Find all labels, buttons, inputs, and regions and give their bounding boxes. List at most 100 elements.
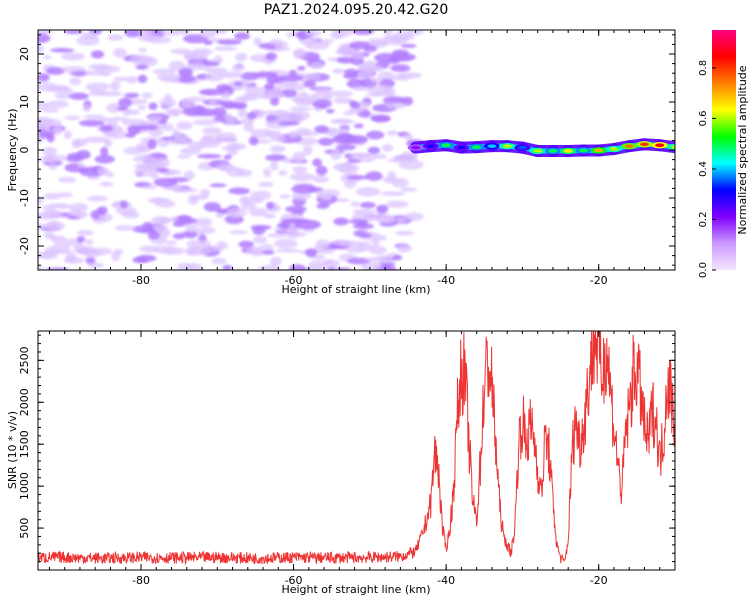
spectrogram-noise-cell xyxy=(185,263,203,273)
spectrogram-noise-cell xyxy=(336,144,356,150)
spectrogram-noise-cell xyxy=(33,224,50,229)
spectrogram-noise-cell xyxy=(77,230,94,236)
spectrogram-noise-cell xyxy=(83,249,102,257)
spectrogram-noise-cell xyxy=(278,170,287,176)
spectrogram-noise-cell xyxy=(313,175,330,182)
spectrogram-noise-cell xyxy=(49,221,61,227)
spectrogram-noise-cell xyxy=(315,239,329,249)
spectrogram-noise-cell xyxy=(53,125,63,135)
spectrogram-noise-cell xyxy=(375,255,393,263)
spectrogram-noise-cell xyxy=(225,115,236,124)
colorbar-tick-label: 0.0 xyxy=(698,262,709,278)
spectrogram-noise-cell xyxy=(390,64,410,72)
spectrogram-noise-cell xyxy=(35,102,50,110)
spectrogram-noise-cell xyxy=(186,240,211,249)
spectrogram-noise-cell xyxy=(370,78,382,82)
colorbar-tick-label: 0.2 xyxy=(698,212,709,228)
x-tick-label: -40 xyxy=(437,574,455,587)
spectrogram-noise-cell xyxy=(222,137,238,143)
spectrogram-noise-cell xyxy=(76,168,90,172)
spectrogram-noise-cell xyxy=(232,64,245,71)
spectrogram-noise-cell xyxy=(151,216,171,225)
x-tick-label: -80 xyxy=(132,574,150,587)
spectrogram-noise-cell xyxy=(278,121,301,125)
spectrogram-noise-cell xyxy=(138,259,149,264)
spectrogram-noise-cell xyxy=(75,211,88,218)
spectrogram-noise-cell xyxy=(293,152,306,162)
spectrogram-noise-cell xyxy=(292,166,307,173)
spectrogram-noise-cell xyxy=(217,39,242,45)
spectrogram-noise-cell xyxy=(389,56,412,61)
spectrogram-noise-cell xyxy=(333,218,349,226)
spectrogram-noise-cell xyxy=(128,125,141,135)
spectrogram-noise-cell xyxy=(107,118,118,127)
spectrogram-noise-cell xyxy=(114,77,128,82)
spectrogram-noise-cell xyxy=(124,93,139,98)
spectrogram-noise-cell xyxy=(349,41,370,49)
spectrogram-noise-cell xyxy=(97,206,108,214)
spectrogram-noise-cell xyxy=(85,239,94,245)
spectrogram-noise-cell xyxy=(197,154,222,159)
spectrogram-noise-cell xyxy=(64,131,72,140)
spectrogram-noise-cell xyxy=(316,166,328,176)
spectrogram-y-label: Frequency (Hz) xyxy=(6,109,19,192)
spectrogram-noise-cell xyxy=(397,217,405,224)
spectrogram-noise-cell xyxy=(110,81,120,90)
spectrogram-noise-cell xyxy=(336,133,354,141)
spectrogram-noise-cell xyxy=(199,89,224,96)
spectrogram-noise-cell xyxy=(238,109,247,118)
spectrogram-noise-cell xyxy=(382,144,394,152)
spectrogram-noise-cell xyxy=(188,196,198,205)
signal-peak xyxy=(548,149,557,153)
y-tick-label: -10 xyxy=(18,189,31,207)
spectrogram-noise-cell xyxy=(360,202,376,208)
spectrogram-noise-cell xyxy=(378,235,386,240)
spectrogram-noise-cell xyxy=(114,249,124,256)
spectrogram-noise-cell xyxy=(173,188,199,193)
spectrogram-noise-cell xyxy=(353,223,374,229)
spectrogram-noise-cell xyxy=(64,116,80,121)
spectrogram-noise-cell xyxy=(43,55,52,59)
spectrogram-noise-cell xyxy=(245,86,266,95)
spectrogram-noise-cell xyxy=(198,226,215,233)
spectrogram-noise-cell xyxy=(337,50,349,54)
spectrogram-noise-cell xyxy=(66,156,83,163)
spectrogram-noise-cell xyxy=(250,191,271,200)
spectrogram-noise-cell xyxy=(304,80,316,87)
spectrogram-noise-cell xyxy=(356,187,381,196)
y-tick-label: 10 xyxy=(18,95,31,109)
spectrogram-noise-cell xyxy=(265,53,277,61)
y-tick-label: 500 xyxy=(18,518,31,539)
spectrogram-noise-cell xyxy=(332,69,344,74)
spectrogram-noise-cell xyxy=(369,246,387,255)
spectrogram-noise-cell xyxy=(114,225,135,231)
spectrogram-noise-cell xyxy=(229,230,248,234)
spectrogram-noise-cell xyxy=(43,232,54,238)
spectrogram-noise-cell xyxy=(100,125,113,132)
colorbar-label: Normalized spectral amplitude xyxy=(736,65,749,234)
spectrogram-noise-cell xyxy=(169,61,185,71)
spectrogram-noise-cell xyxy=(42,147,57,156)
spectrogram-noise-cell xyxy=(234,82,242,86)
spectrogram-noise-cell xyxy=(204,40,213,45)
spectrogram-noise-cell xyxy=(289,264,306,273)
signal-peak xyxy=(518,146,527,150)
spectrogram-noise-cell xyxy=(42,210,63,219)
signal-peak xyxy=(609,147,618,151)
x-tick-label: -20 xyxy=(590,574,608,587)
spectrogram-noise-cell xyxy=(214,46,237,51)
spectrogram-noise-cell xyxy=(152,158,170,168)
spectrogram-noise-cell xyxy=(200,189,210,198)
y-tick-label: 2500 xyxy=(18,346,31,374)
spectrogram-noise-cell xyxy=(91,50,104,58)
spectrogram-noise-cell xyxy=(148,102,157,110)
spectrogram-noise-cell xyxy=(204,202,221,212)
spectrogram-noise-cell xyxy=(263,168,271,177)
spectrogram-noise-cell xyxy=(371,115,391,123)
spectrogram-noise-cell xyxy=(386,201,408,208)
spectrogram-noise-cell xyxy=(305,40,330,50)
spectrogram-noise-cell xyxy=(202,127,222,134)
spectrogram-noise-cell xyxy=(333,163,356,172)
spectrogram-noise-cell xyxy=(70,203,88,212)
